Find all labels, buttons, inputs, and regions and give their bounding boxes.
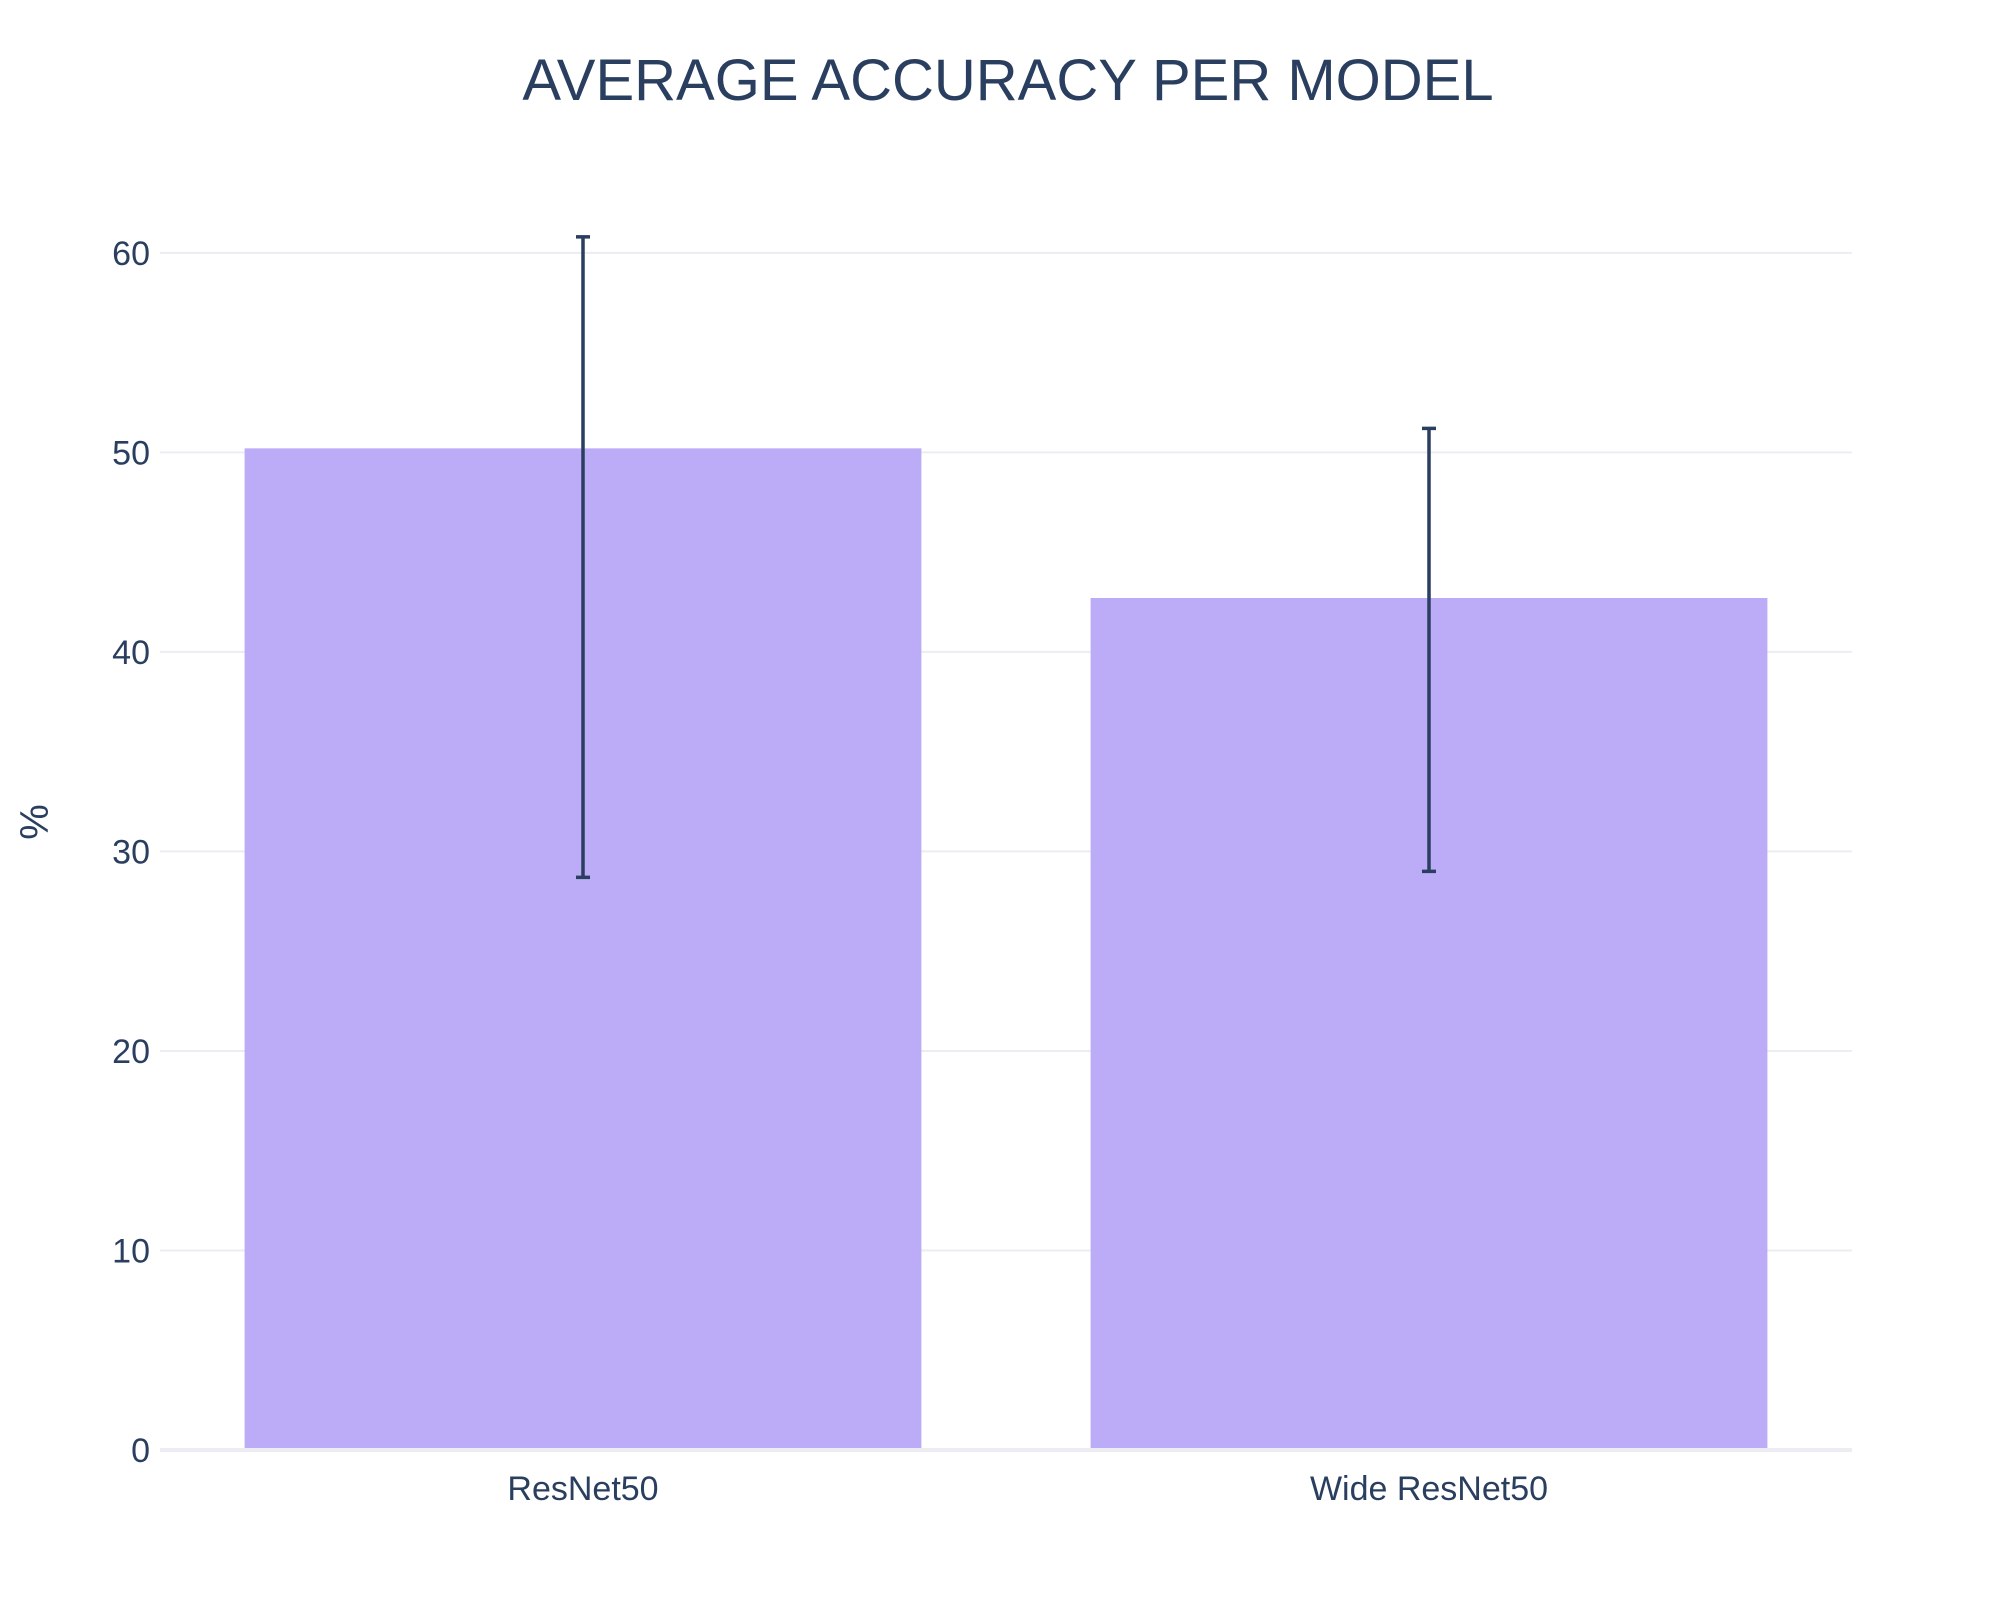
y-tick-label: 50 (112, 434, 150, 472)
error-bar-wide-resnet50 (1422, 426, 1436, 874)
y-tick-label: 0 (131, 1432, 150, 1470)
x-tick-label: Wide ResNet50 (1310, 1470, 1548, 1508)
bars (244, 448, 1768, 1450)
error-bar-resnet50 (576, 235, 590, 880)
y-axis-title: % (13, 804, 57, 840)
y-tick-label: 30 (112, 833, 150, 871)
y-tick-label: 40 (112, 634, 150, 672)
y-tick-label: 60 (112, 235, 150, 273)
x-tick-label: ResNet50 (507, 1470, 658, 1508)
error-bars (576, 235, 1436, 880)
chart-title: AVERAGE ACCURACY PER MODEL (522, 48, 1493, 113)
y-tick-label: 10 (112, 1232, 150, 1270)
y-tick-label: 20 (112, 1033, 150, 1071)
axes: 0 10 20 30 40 50 60 ResNet50 Wide ResNet50 (112, 235, 1852, 1508)
